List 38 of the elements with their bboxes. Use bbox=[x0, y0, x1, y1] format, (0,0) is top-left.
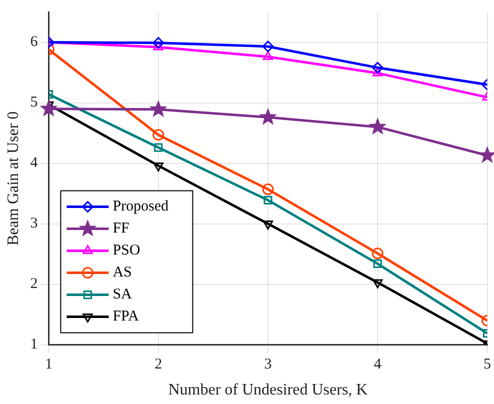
point bbox=[479, 146, 494, 162]
point bbox=[153, 41, 164, 50]
y-axis-title: Beam Gain at User 0 bbox=[4, 111, 22, 246]
point bbox=[153, 162, 164, 172]
y-tick-label: 2 bbox=[30, 276, 38, 292]
x-tick-label: 3 bbox=[264, 356, 272, 373]
legend-label: AS bbox=[112, 264, 132, 281]
point bbox=[260, 108, 276, 124]
point bbox=[372, 62, 384, 74]
point bbox=[154, 143, 163, 152]
point bbox=[152, 37, 164, 49]
point bbox=[372, 248, 384, 260]
point bbox=[150, 100, 166, 116]
point bbox=[262, 40, 274, 52]
point bbox=[262, 184, 274, 196]
x-tick-label: 2 bbox=[154, 356, 162, 373]
y-tick-label: 1 bbox=[30, 336, 38, 353]
point bbox=[373, 259, 382, 268]
point bbox=[262, 51, 274, 60]
legend-label: FPA bbox=[112, 308, 140, 325]
x-tick-label: 1 bbox=[44, 356, 52, 373]
y-tick-label: 4 bbox=[30, 155, 38, 172]
point bbox=[264, 196, 272, 204]
point bbox=[370, 118, 386, 134]
x-tick-label: 4 bbox=[374, 356, 382, 373]
legend-label: SA bbox=[112, 286, 132, 303]
legend-label: FF bbox=[112, 220, 130, 237]
point bbox=[152, 129, 164, 141]
x-tick-label: 5 bbox=[484, 356, 491, 373]
point bbox=[262, 220, 274, 230]
y-tick-label: 3 bbox=[30, 216, 38, 232]
legend-label: PSO bbox=[112, 242, 140, 259]
point bbox=[372, 279, 383, 288]
y-tick-label: 5 bbox=[30, 94, 38, 111]
y-tick-label: 6 bbox=[30, 34, 38, 50]
x-axis-title: Number of Undesired Users, K bbox=[168, 382, 368, 399]
point bbox=[372, 67, 383, 76]
legend-label: Proposed bbox=[112, 198, 170, 215]
